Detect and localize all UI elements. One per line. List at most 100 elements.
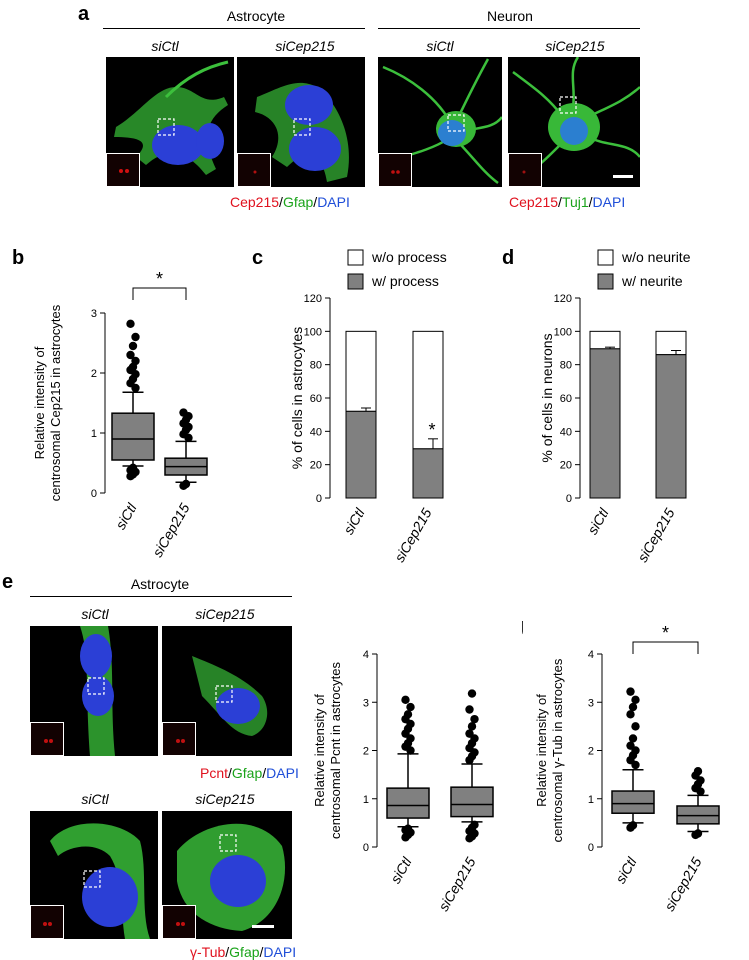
y-tick-label: 20 — [310, 460, 322, 472]
outlier-point — [131, 356, 140, 366]
outlier-point — [628, 734, 638, 743]
outlier-point — [403, 710, 413, 719]
legend-swatch — [597, 249, 614, 266]
bar-segment-lower — [412, 448, 444, 499]
y-tick-label: 40 — [560, 426, 572, 438]
stain-gtub: γ-Tub — [190, 944, 226, 960]
stain-gfap: Gfap — [282, 194, 314, 210]
group-divider-neuron — [378, 28, 640, 29]
stain-tuj1: Tuj1 — [561, 194, 589, 210]
x-category-label: siCtl — [112, 500, 140, 532]
significance-bracket — [132, 287, 187, 300]
panel-e-divider — [30, 596, 292, 597]
panel-label: g — [522, 615, 524, 637]
stain-pcnt: Pcnt — [200, 765, 229, 781]
micrograph-e-pcnt-cep215 — [162, 626, 292, 756]
y-tick-label: 120 — [554, 293, 572, 305]
outlier-point — [626, 741, 635, 750]
inset-neuron-cep215 — [508, 153, 542, 187]
outlier-point — [128, 463, 138, 472]
stain-gfap: Gfap — [229, 944, 260, 960]
y-tick-label: 0 — [91, 488, 97, 500]
y-tick-label: 3 — [91, 308, 97, 320]
stain-cep215: Cep215 — [509, 194, 559, 210]
group-title-astrocyte: Astrocyte — [226, 8, 286, 24]
chart-d: d % of cells in neurons 0 20 40 60 80 100 120 w/o… — [502, 247, 691, 565]
x-category-label: siCep215 — [661, 854, 705, 913]
bar-segment-upper — [655, 330, 687, 356]
stain-legend-neuron: Cep215/Tuj1/DAPI — [509, 194, 626, 210]
outlier-point — [693, 767, 703, 776]
y-axis-label: centrosomal γ-Tub in astrocytes — [550, 658, 565, 842]
outlier-point — [465, 705, 474, 714]
y-tick-label: 20 — [560, 460, 572, 472]
y-tick-label: 1 — [588, 794, 594, 806]
box — [386, 787, 430, 819]
y-tick-label: 0 — [316, 493, 322, 505]
x-category-label: siCtl — [340, 505, 368, 537]
condition-label-e-ctl-bottom: siCtl — [81, 791, 109, 807]
outlier-point — [181, 479, 191, 489]
y-tick-label: 80 — [310, 360, 322, 372]
y-tick-label: 40 — [310, 426, 322, 438]
outlier-point — [467, 689, 477, 698]
outlier-point — [693, 829, 703, 838]
legend-swatch — [347, 249, 364, 266]
bar-segment-lower — [655, 354, 687, 499]
inset-e-pcnt-cep215 — [162, 722, 196, 756]
y-axis-label: Relative intensity of — [312, 694, 327, 807]
outlier-point — [628, 702, 638, 712]
stain-dapi: DAPI — [592, 194, 626, 210]
stain-dapi: DAPI — [317, 194, 350, 210]
condition-label-astro-cep215: siCep215 — [275, 38, 335, 54]
y-tick-label: 2 — [588, 746, 594, 758]
significance-mark: * — [428, 420, 435, 440]
outlier-point — [401, 695, 410, 705]
x-category-label: siCep215 — [634, 505, 678, 564]
bar-segment-upper — [412, 330, 444, 450]
condition-label-astro-ctl: siCtl — [151, 38, 179, 54]
stain-dapi: DAPI — [263, 944, 297, 960]
x-category-label: siCep215 — [391, 505, 435, 564]
y-tick-label: 2 — [91, 368, 97, 380]
group-title-neuron: Neuron — [487, 8, 533, 24]
inset-e-gtub-ctl — [30, 905, 64, 939]
y-axis-label: centrosomal Cep215 in astrocytes — [48, 304, 63, 501]
stain-gfap: Gfap — [231, 765, 263, 781]
outlier-point — [465, 729, 474, 738]
significance-mark: * — [156, 269, 163, 289]
y-tick-label: 3 — [363, 697, 369, 709]
legend-label: w/o neurite — [621, 249, 691, 265]
bar-segment-lower — [589, 348, 621, 499]
panel-label: c — [252, 247, 263, 269]
scale-bar-a — [613, 175, 633, 178]
panel-a-label: a — [78, 3, 90, 25]
y-tick-label: 100 — [554, 326, 572, 338]
legend-label: w/ neurite — [621, 273, 683, 289]
y-tick-label: 1 — [91, 428, 97, 440]
condition-label-e-cep215-top: siCep215 — [195, 606, 255, 622]
stain-dapi: DAPI — [266, 765, 299, 781]
panel-label: b — [12, 247, 24, 269]
chart-c: c % of cells in astrocytes 0 20 40 60 80 100 120… — [252, 247, 447, 565]
micrograph-e-gtub-ctl — [30, 811, 158, 939]
y-tick-label: 120 — [304, 293, 322, 305]
inset-neuron-ctl — [378, 153, 412, 187]
y-tick-label: 60 — [310, 393, 322, 405]
inset-astro-ctl — [106, 153, 140, 187]
micrograph-e-pcnt-ctl — [30, 626, 158, 756]
stain-cep215: Cep215 — [230, 194, 280, 210]
box — [450, 786, 494, 818]
y-tick-label: 4 — [363, 649, 369, 661]
bar-segment-lower — [345, 410, 377, 499]
box — [611, 790, 655, 814]
condition-label-neuron-ctl: siCtl — [426, 38, 454, 54]
y-tick-label: 1 — [363, 794, 369, 806]
outlier-point — [631, 722, 640, 731]
condition-label-neuron-cep215: siCep215 — [545, 38, 605, 54]
x-category-label: siCtl — [612, 854, 640, 886]
outlier-point — [467, 722, 477, 731]
outlier-point — [628, 821, 638, 830]
micrograph-astro-ctl — [106, 57, 234, 187]
